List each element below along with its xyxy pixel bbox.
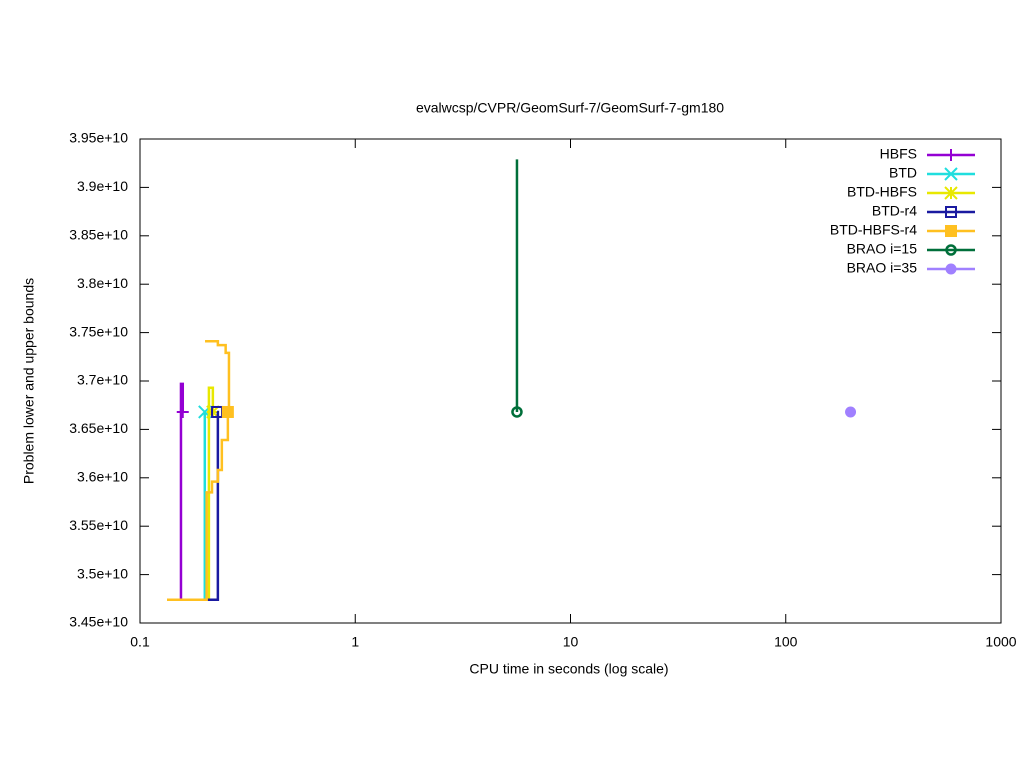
- series-line: [204, 410, 220, 602]
- marker: [944, 167, 958, 181]
- marker: [221, 405, 234, 418]
- y-tick-label: 3.75e+10: [69, 323, 128, 339]
- marker: [945, 244, 957, 256]
- y-tick-label: 3.6e+10: [77, 469, 128, 485]
- x-axis-label: CPU time in seconds (log scale): [469, 661, 668, 677]
- legend-label: BRAO i=35: [847, 260, 918, 276]
- x-tick-label: 100: [774, 634, 798, 650]
- y-axis-label: Problem lower and upper bounds: [21, 278, 37, 484]
- marker: [945, 149, 957, 161]
- y-tick-label: 3.95e+10: [69, 130, 128, 146]
- marker: [945, 225, 957, 237]
- x-tick-label: 1: [351, 634, 359, 650]
- y-tick-label: 3.5e+10: [77, 565, 128, 581]
- y-tick-label: 3.8e+10: [77, 275, 128, 291]
- chart-title: evalwcsp/CVPR/GeomSurf-7/GeomSurf-7-gm18…: [416, 100, 724, 116]
- legend-label: BRAO i=15: [847, 241, 918, 257]
- legend-label: BTD-HBFS: [847, 184, 917, 200]
- legend-label: BTD-HBFS-r4: [830, 222, 917, 238]
- x-tick-label: 0.1: [130, 634, 150, 650]
- legend-label: BTD-r4: [872, 203, 917, 219]
- marker: [945, 263, 957, 275]
- series-line: [167, 340, 231, 602]
- marker: [944, 186, 958, 200]
- legend-label: HBFS: [880, 146, 917, 162]
- y-tick-label: 3.55e+10: [69, 517, 128, 533]
- x-tick-label: 1000: [985, 634, 1016, 650]
- marker: [511, 406, 523, 418]
- legend-label: BTD: [889, 165, 917, 181]
- marker: [845, 406, 857, 418]
- marker: [176, 405, 189, 418]
- y-tick-label: 3.65e+10: [69, 420, 128, 436]
- y-tick-label: 3.7e+10: [77, 372, 128, 388]
- marker: [945, 206, 957, 218]
- x-tick-label: 10: [563, 634, 579, 650]
- y-tick-label: 3.45e+10: [69, 614, 128, 630]
- y-tick-label: 3.85e+10: [69, 227, 128, 243]
- y-tick-label: 3.9e+10: [77, 178, 128, 194]
